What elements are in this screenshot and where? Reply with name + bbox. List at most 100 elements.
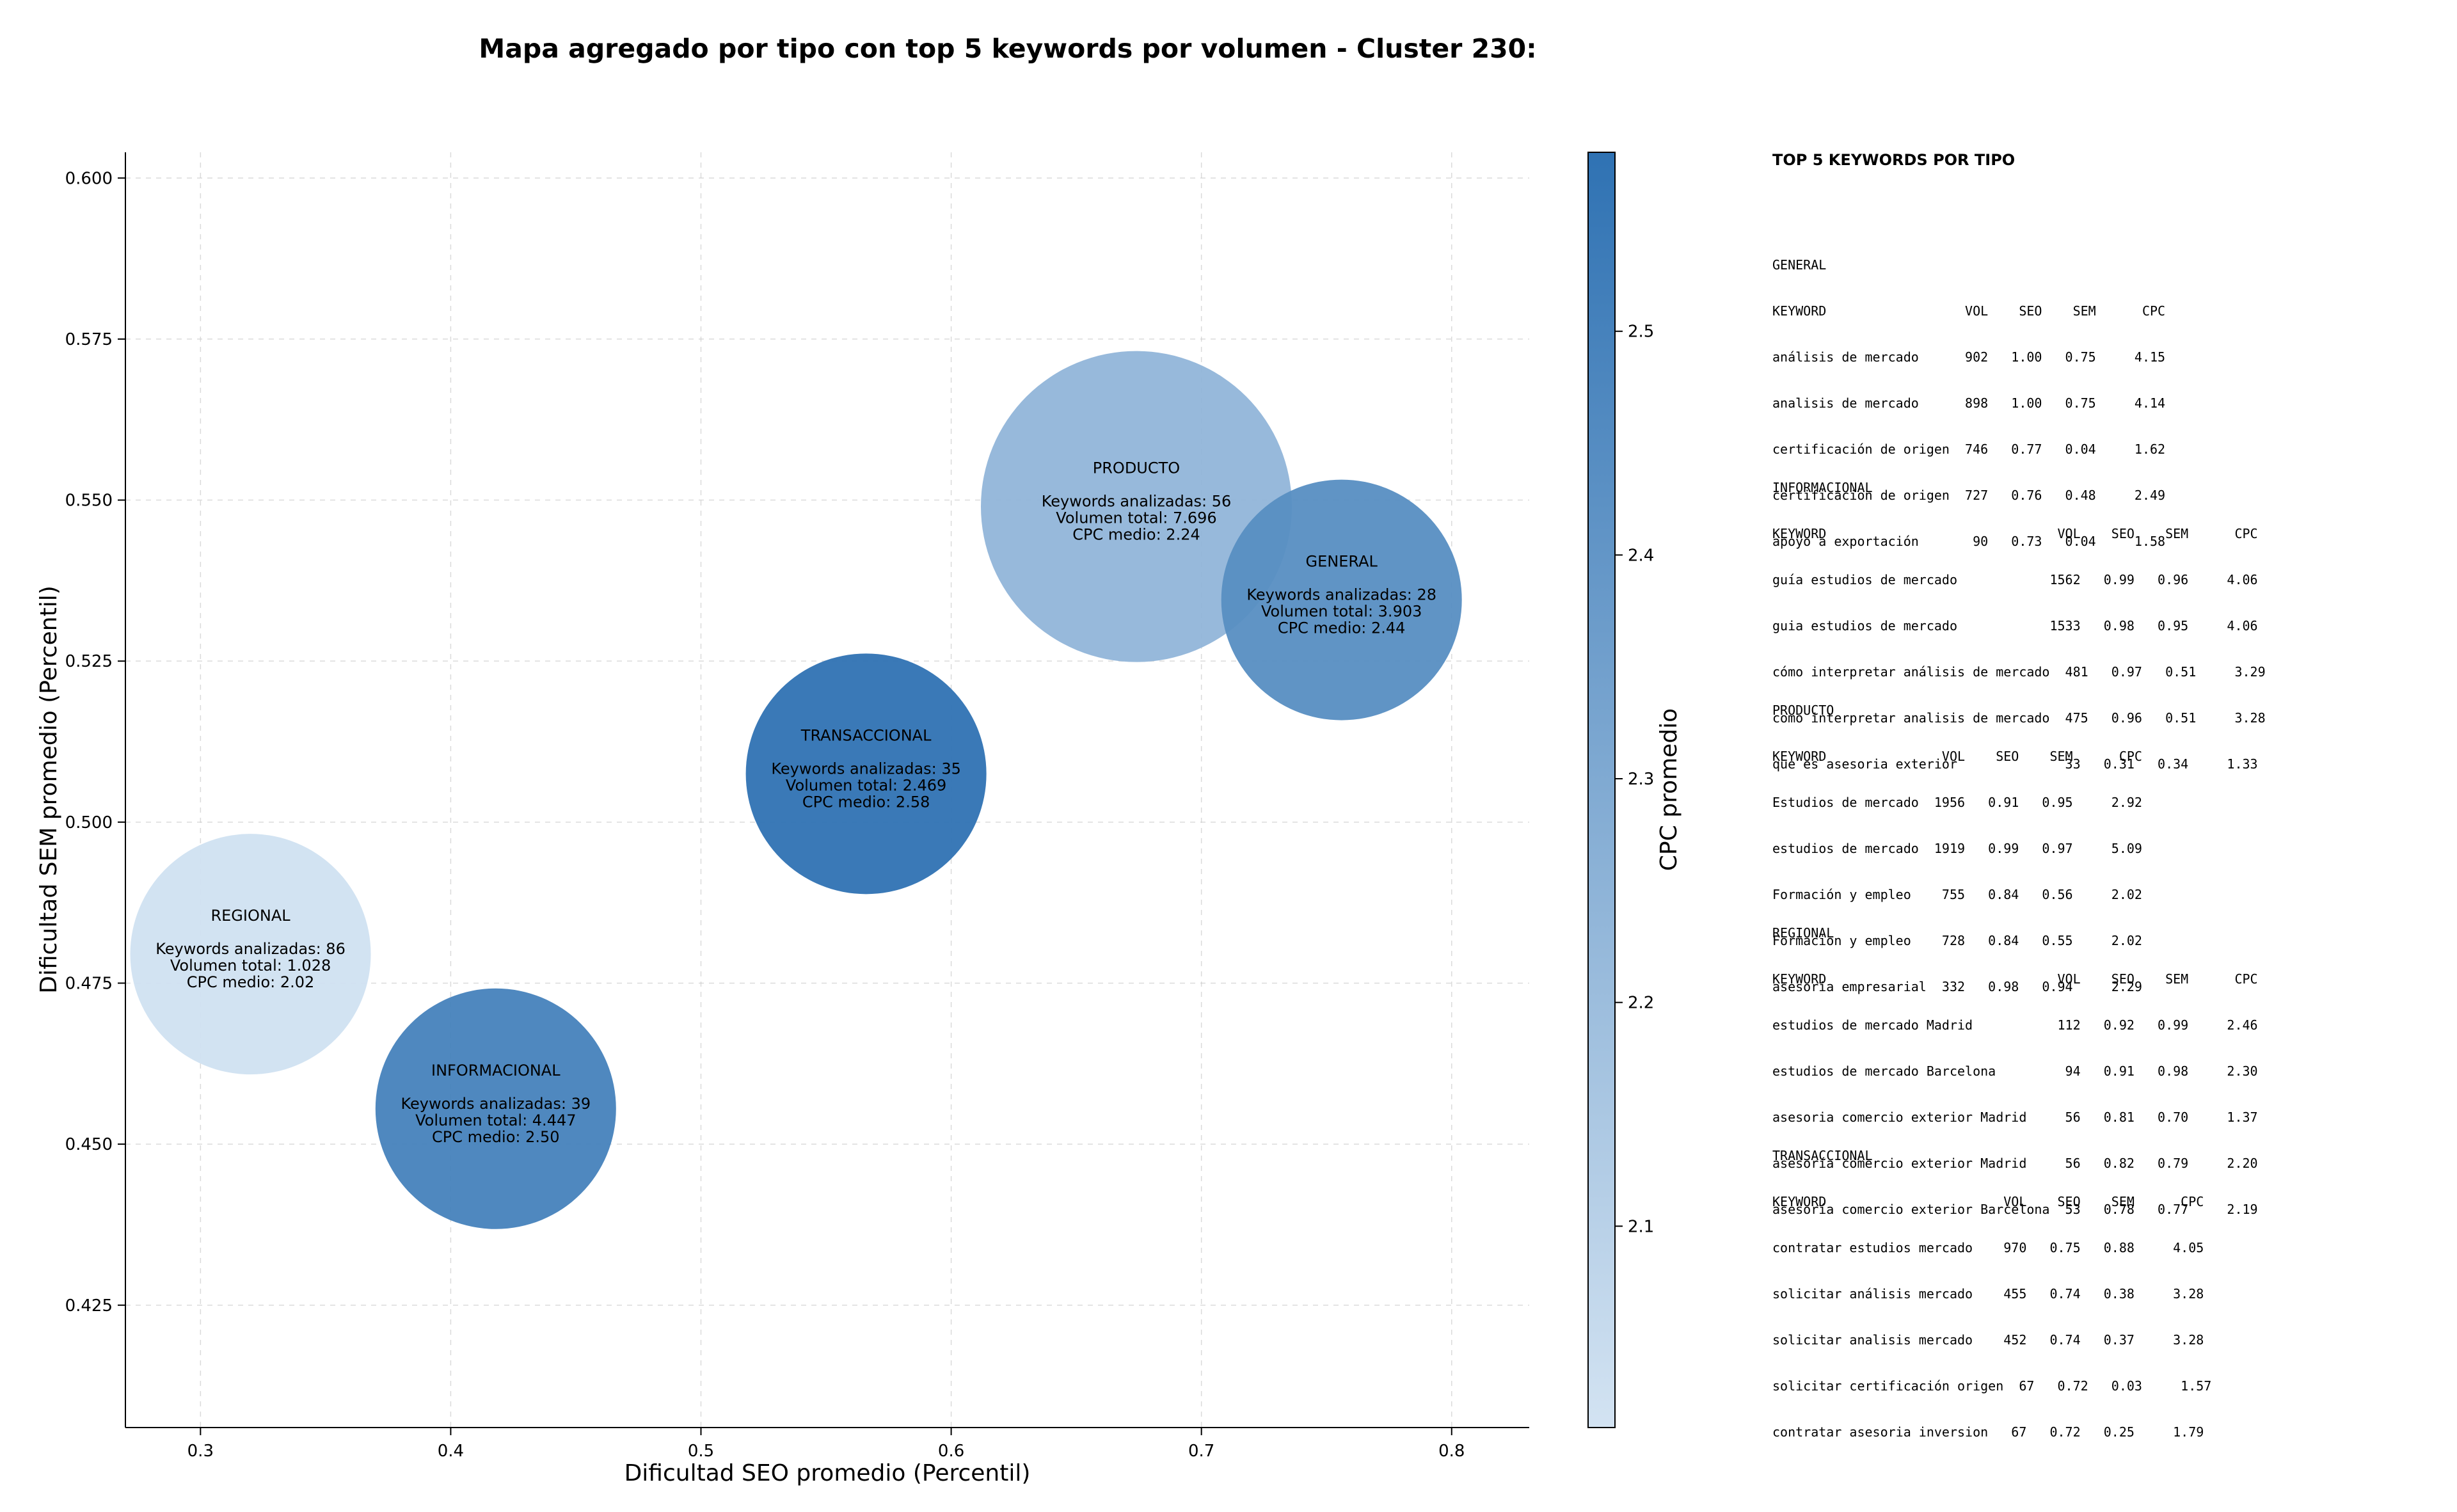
panel-title: TOP 5 KEYWORDS POR TIPO [1772,151,2016,169]
section-heading: TRANSACCIONAL [1772,1148,1873,1163]
bubble-stat: Volumen total: 4.447 [415,1111,576,1129]
table-row: solicitar certificación origen 67 0.72 0… [1772,1378,2212,1394]
keyword-section-producto: PRODUCTO KEYWORD VOL SEO SEM CPC Estudio… [1772,672,2142,1025]
y-tick-label: 0.550 [65,491,113,511]
bubble-stat: CPC medio: 2.44 [1278,619,1406,637]
table-row: guia estudios de mercado 1533 0.98 0.95 … [1772,618,2258,633]
bubble-transaccional [745,653,987,895]
x-axis-title: Dificultad SEO promedio (Percentil) [624,1460,1031,1486]
section-heading: INFORMACIONAL [1772,480,1873,495]
table-row: Formacion y empleo 728 0.84 0.55 2.02 [1772,933,2142,948]
y-tick-label: 0.500 [65,813,113,832]
bubble-stat: CPC medio: 2.02 [187,973,315,991]
table-row: asesoria comercio exterior Madrid 56 0.8… [1772,1110,2258,1125]
bubble-informacional [375,988,616,1229]
bubble-general [1221,479,1462,720]
table-row: contratar asesoria inversion 67 0.72 0.2… [1772,1424,2204,1440]
section-heading: REGIONAL [1772,925,1834,941]
colorbar-tick-label: 2.2 [1628,994,1654,1013]
keyword-section-general: GENERAL KEYWORD VOL SEO SEM CPC análisis… [1772,227,2165,580]
colorbar-gradient [1587,152,1616,1428]
y-tick-label: 0.425 [65,1296,113,1316]
ticks: 0.3 0.4 0.5 0.6 0.7 0.8 0.425 0.450 0.475 0.500 0.… [65,169,1465,1461]
table-row: asesoría comercio exterior Barcelona 53 … [1772,1202,2258,1217]
colorbar-title: CPC promedio [1656,708,1682,871]
table-row: Estudios de mercado 1956 0.91 0.95 2.92 [1772,795,2142,810]
table-row: certificacion de origen 727 0.76 0.48 2.… [1772,488,2166,503]
table-row: analisis de mercado 898 1.00 0.75 4.14 [1772,395,2166,411]
table-row: asesoría comercio exterior Madrid 56 0.8… [1772,1156,2258,1171]
y-axis-title: Dificultad SEM promedio (Percentil) [36,585,62,994]
x-tick-label: 0.4 [438,1442,464,1461]
colorbar-tick-label: 2.4 [1628,546,1654,565]
table-row: contratar estudios mercado 970 0.75 0.88… [1772,1240,2204,1255]
keywords-panel: TOP 5 KEYWORDS POR TIPO GENERAL KEYWORD … [1772,151,2444,1440]
bubble-stat: CPC medio: 2.58 [802,793,930,811]
table-row: análisis de mercado 902 1.00 0.75 4.15 [1772,349,2166,365]
bubble-name: REGIONAL [211,907,290,925]
table-row: asesoria empresarial 332 0.98 0.94 2.29 [1772,979,2142,994]
table-row: guía estudios de mercado 1562 0.99 0.96 … [1772,572,2258,587]
x-tick-label: 0.8 [1438,1442,1465,1461]
colorbar: 2.1 2.2 2.3 2.4 2.5 CPC promedio [1587,152,1682,1428]
table-row: estudios de mercado Barcelona 94 0.91 0.… [1772,1063,2258,1079]
section-heading: PRODUCTO [1772,703,1834,718]
bubble-stat: CPC medio: 2.50 [432,1128,560,1146]
y-tick-label: 0.475 [65,974,113,993]
x-tick-label: 0.5 [688,1442,714,1461]
colorbar-ticks: 2.1 2.2 2.3 2.4 2.5 [1615,322,1654,1236]
x-tick-label: 0.6 [938,1442,964,1461]
bubble-stat: Keywords analizadas: 39 [401,1095,591,1113]
colorbar-tick-label: 2.5 [1628,322,1654,342]
y-tick-label: 0.525 [65,652,113,671]
bubble-name: PRODUCTO [1093,459,1180,477]
colorbar-tick-label: 2.3 [1628,770,1654,789]
section-heading: GENERAL [1772,257,1827,273]
axes [125,152,1529,1428]
table-row: solicitar analisis mercado 452 0.74 0.37… [1772,1332,2204,1348]
table-row: apoyo a exportación 90 0.73 0.04 1.58 [1772,534,2166,549]
table-header: KEYWORD VOL SEO SEM CPC [1772,971,2258,987]
table-header: KEYWORD VOL SEO SEM CPC [1772,1194,2204,1209]
y-tick-label: 0.450 [65,1135,113,1154]
colorbar-tick-label: 2.1 [1628,1217,1654,1236]
table-header: KEYWORD VOL SEO SEM CPC [1772,526,2258,541]
table-row: estudios de mercado Madrid 112 0.92 0.99… [1772,1017,2258,1033]
table-row: como interpretar analisis de mercado 475… [1772,710,2266,726]
keyword-section-transaccional: TRANSACCIONAL KEYWORD VOL SEO SEM CPC co… [1772,1117,2211,1470]
bubble-stat: Volumen total: 7.696 [1056,509,1216,527]
y-tick-label: 0.600 [65,169,113,188]
bubble-stat: Volumen total: 2.469 [786,776,946,794]
keyword-section-informacional: INFORMACIONAL KEYWORD VOL SEO SEM CPC gu… [1772,449,2266,802]
bubble-producto [980,351,1292,662]
bubble-stat: Keywords analizadas: 56 [1042,493,1232,511]
table-header: KEYWORD VOL SEO SEM CPC [1772,303,2166,319]
bubble-regional [130,834,371,1075]
table-row: cómo interpretar análisis de mercado 481… [1772,664,2266,680]
table-row: certificación de origen 746 0.77 0.04 1.… [1772,442,2166,457]
table-header: KEYWORD VOL SEO SEM CPC [1772,749,2142,764]
keyword-section-regional: REGIONAL KEYWORD VOL SEO SEM CPC estudio… [1772,895,2258,1248]
x-tick-label: 0.3 [187,1442,214,1461]
bubble-stat: Volumen total: 1.028 [170,957,331,975]
bubble-name: INFORMACIONAL [431,1062,561,1079]
table-row: que es asesoria exterior 33 0.31 0.34 1.… [1772,756,2258,772]
table-row: solicitar análisis mercado 455 0.74 0.38… [1772,1286,2204,1301]
bubble-label-informacional: INFORMACIONAL Keywords analizadas: 39Volu… [401,1062,591,1146]
bubble-stat: CPC medio: 2.24 [1072,526,1200,544]
bubble-stat: Keywords analizadas: 28 [1246,586,1436,604]
bubble-stat: Keywords analizadas: 35 [771,760,961,777]
y-tick-label: 0.575 [65,330,113,349]
table-row: Formación y empleo 755 0.84 0.56 2.02 [1772,887,2142,902]
bubble-stat: Keywords analizadas: 86 [155,940,346,958]
bubble-label-transaccional: TRANSACCIONAL Keywords analizadas: 35Volu… [771,726,961,811]
bubble-name: TRANSACCIONAL [800,726,932,744]
chart-title: Mapa agregado por tipo con top 5 keyword… [479,33,1537,64]
x-tick-label: 0.7 [1188,1442,1214,1461]
table-row: estudios de mercado 1919 0.99 0.97 5.09 [1772,841,2142,856]
